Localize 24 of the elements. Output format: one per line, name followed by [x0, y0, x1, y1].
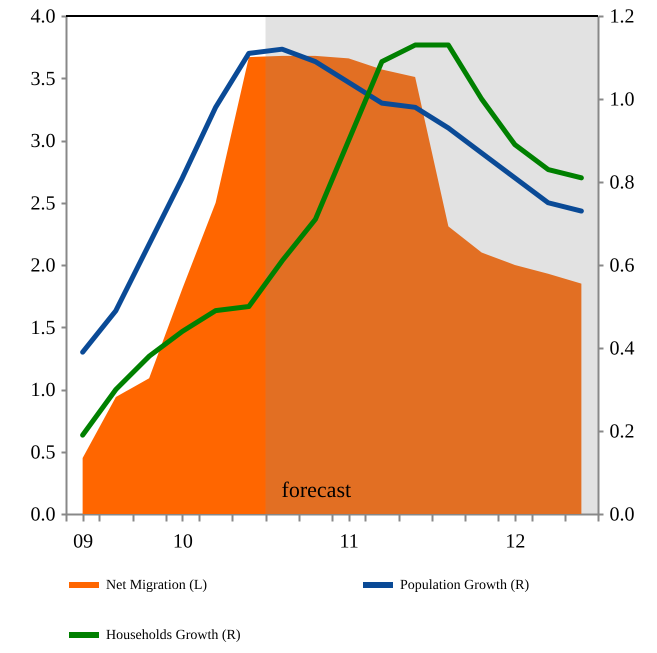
y-tick-label: 3.5 [30, 68, 56, 90]
y-tick-label: 1.0 [30, 379, 56, 401]
x-tick-label: 09 [73, 530, 94, 552]
x-tick-label: 10 [172, 530, 193, 552]
y2-tick-label: 0.4 [610, 338, 634, 360]
y2-tick-label: 1.0 [610, 88, 634, 110]
y2-tick-label: 0.6 [610, 254, 634, 276]
legend-label: Population Growth (R) [400, 578, 530, 593]
y-tick-label: 1.5 [30, 316, 56, 339]
y-tick-label: 0.0 [30, 504, 56, 526]
y2-tick-label: 1.2 [610, 6, 634, 28]
annotation: forecast [282, 477, 352, 502]
x-tick-label: 12 [505, 530, 526, 552]
y2-tick-label: 0.0 [610, 504, 634, 526]
y-tick-label: 4.0 [30, 6, 56, 28]
y-tick-label: 3.0 [30, 130, 56, 152]
x-tick-label: 11 [339, 530, 359, 552]
y2-tick-label: 0.8 [610, 172, 634, 194]
y2-tick-label: 0.2 [610, 420, 634, 442]
y-tick-label: 2.5 [30, 192, 56, 214]
y-tick-label: 0.5 [30, 441, 56, 464]
y-tick-label: 2.0 [30, 254, 56, 276]
legend-label: Households Growth (R) [106, 628, 241, 643]
legend-label: Net Migration (L) [106, 578, 208, 593]
